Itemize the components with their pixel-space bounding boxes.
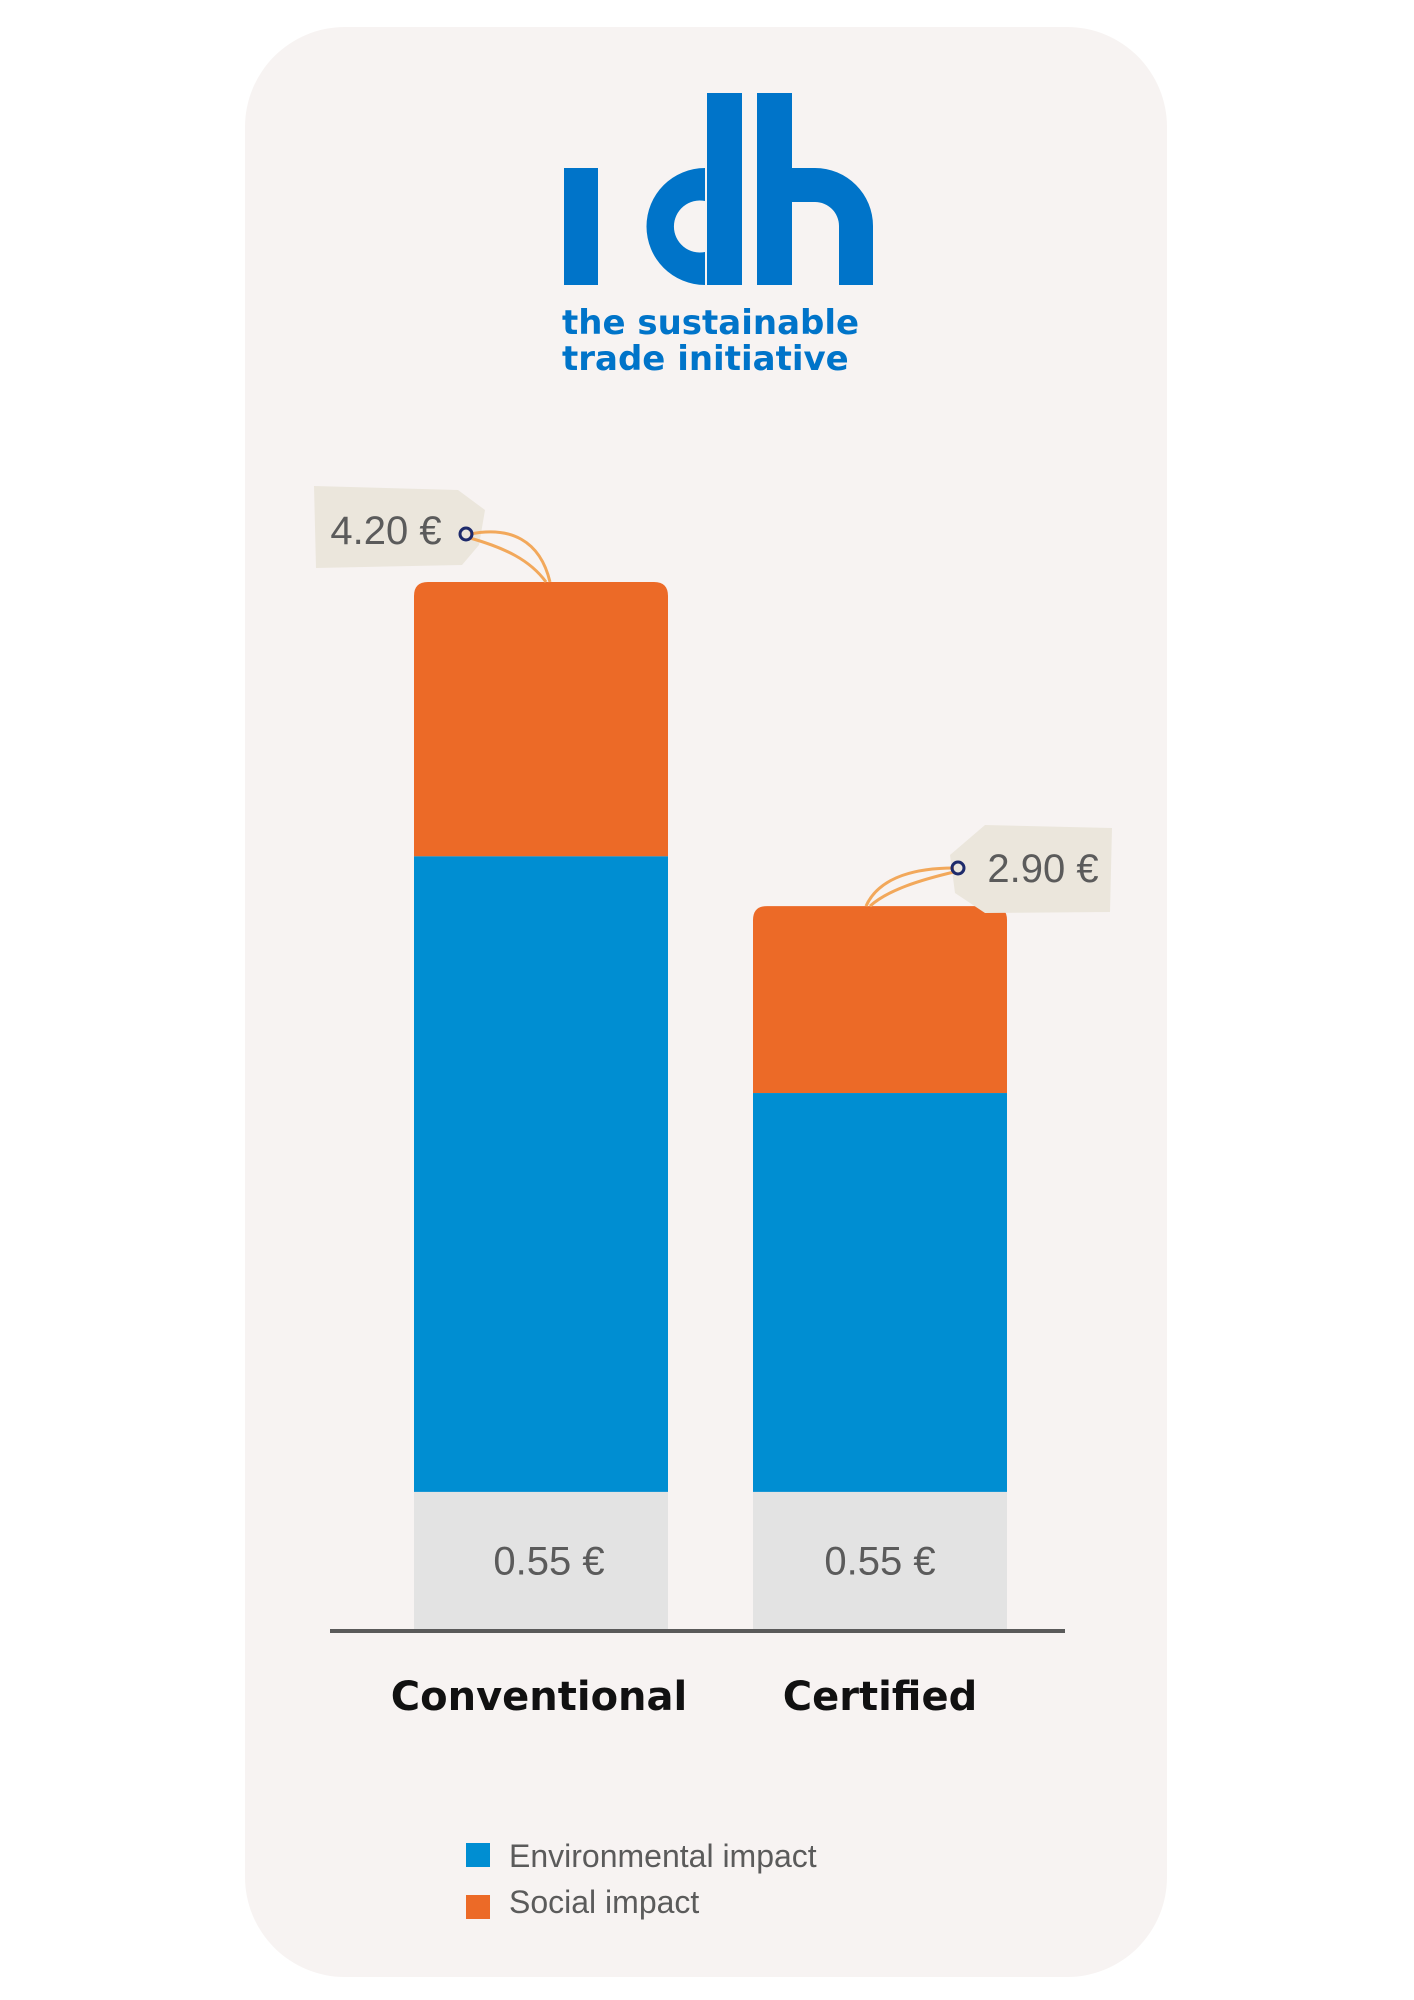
tag-string xyxy=(869,870,955,908)
total-value-label-conventional: 4.20 € xyxy=(330,509,441,553)
tag-string xyxy=(469,530,552,583)
tag-hole xyxy=(950,860,966,876)
legend-item-social: Social impact xyxy=(466,1884,699,1920)
bar-base-conventional xyxy=(414,1491,668,1629)
price-tag-certified: 2.90 € xyxy=(864,825,1112,913)
bar-social-conventional xyxy=(414,582,668,857)
category-label-conventional: Conventional xyxy=(391,1674,687,1720)
idh-logo-mark: idh xyxy=(0,0,873,285)
legend-swatch xyxy=(466,1895,490,1919)
tag-shape xyxy=(950,825,1112,913)
bar-group-certified: 0.55 € xyxy=(753,906,1007,1629)
idh-tagline-line2: trade initiative xyxy=(562,339,849,379)
legend-label: Environmental impact xyxy=(509,1838,817,1874)
bar-environmental-conventional xyxy=(414,856,668,1492)
chart-card xyxy=(245,27,1167,1977)
tag-string xyxy=(469,536,548,583)
bar-base-certified xyxy=(753,1491,1007,1629)
bar-environmental-certified xyxy=(753,1093,1007,1492)
legend-item-environmental: Environmental impact xyxy=(466,1838,817,1874)
base-value-label-conventional: 0.55 € xyxy=(493,1539,604,1583)
tag-string xyxy=(864,866,955,907)
idh-tagline-line1: the sustainable xyxy=(562,303,859,343)
bar-group-conventional: 0.55 € xyxy=(414,582,668,1629)
legend-label: Social impact xyxy=(509,1884,699,1920)
category-label-certified: Certified xyxy=(783,1674,977,1720)
tag-hole xyxy=(458,526,474,542)
base-value-label-certified: 0.55 € xyxy=(824,1539,935,1583)
idh-logo: idh the sustainable trade initiative xyxy=(0,0,873,379)
bar-social-certified xyxy=(753,906,1007,1094)
svg-text:idh: idh xyxy=(0,0,2,1)
total-value-label-certified: 2.90 € xyxy=(987,847,1098,891)
legend-swatch xyxy=(466,1843,490,1867)
tag-shape xyxy=(314,486,485,568)
price-tag-conventional: 4.20 € xyxy=(314,486,552,583)
